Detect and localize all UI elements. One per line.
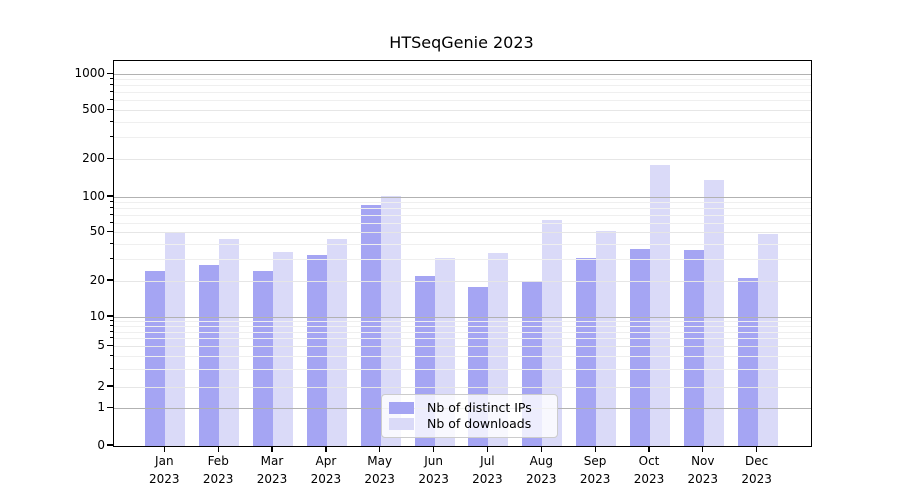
y-tick-label-20: 20 <box>89 272 105 287</box>
bar-downloads-dec <box>757 233 778 446</box>
y-minor-tick-mark-7 <box>109 330 113 332</box>
y-tick-label-100: 100 <box>82 188 105 203</box>
bar-downloads-apr <box>326 239 347 446</box>
y-tick-mark-20 <box>107 279 113 281</box>
y-minor-tick-mark-400 <box>109 120 113 122</box>
bar-downloads-feb <box>219 239 240 446</box>
y-tick-mark-500 <box>107 108 113 110</box>
y-minor-tick-mark-3 <box>109 367 113 369</box>
y-tick-label-2: 2 <box>97 378 105 393</box>
x-tick-mark-mar <box>271 446 273 452</box>
bar-ips-may <box>360 204 381 446</box>
y-minor-tick-mark-90 <box>109 200 113 202</box>
legend-row-downloads: Nb of downloads <box>389 416 547 432</box>
x-tick-label-may: May 2023 <box>364 454 395 486</box>
bar-downloads-nov <box>703 179 724 446</box>
y-minor-tick-mark-9 <box>109 320 113 321</box>
bar-downloads-jan <box>165 232 186 446</box>
x-tick-mark-may <box>379 446 381 452</box>
y-tick-label-5: 5 <box>97 338 105 353</box>
legend-swatch-downloads <box>389 418 414 430</box>
x-tick-mark-aug <box>540 446 542 452</box>
y-tick-mark-100 <box>107 195 113 197</box>
y-minor-tick-mark-8 <box>109 325 113 327</box>
bar-downloads-oct <box>649 165 670 446</box>
x-tick-label-sep: Sep 2023 <box>579 454 611 486</box>
y-tick-mark-200 <box>107 157 113 159</box>
y-tick-mark-5 <box>107 345 113 347</box>
x-tick-label-oct: Oct 2023 <box>633 454 665 486</box>
x-tick-label-jul: Jul 2023 <box>472 454 503 486</box>
y-tick-mark-1 <box>107 406 113 408</box>
x-tick-label-nov: Nov 2023 <box>687 454 719 486</box>
x-tick-mark-dec <box>756 446 758 452</box>
y-tick-label-1000: 1000 <box>74 65 105 80</box>
y-tick-label-0: 0 <box>97 437 105 452</box>
bar-ips-sep <box>576 257 597 446</box>
legend-swatch-ips <box>389 402 414 414</box>
legend-label-downloads: Nb of downloads <box>427 416 532 431</box>
chart-title: HTSeqGenie 2023 <box>389 33 534 52</box>
plot-area: Nb of distinct IPs Nb of downloads <box>113 60 812 447</box>
bar-ips-apr <box>306 254 327 446</box>
y-tick-label-1: 1 <box>97 399 105 414</box>
y-minor-tick-mark-70 <box>109 213 113 215</box>
y-tick-label-50: 50 <box>89 224 105 239</box>
x-tick-mark-jan <box>163 446 165 452</box>
bar-downloads-aug <box>542 220 563 446</box>
x-tick-mark-feb <box>217 446 219 452</box>
bar-ips-jan <box>145 271 166 446</box>
x-tick-label-apr: Apr 2023 <box>310 454 342 486</box>
bar-ips-mar <box>253 271 273 446</box>
y-minor-tick-mark-40 <box>109 243 113 244</box>
x-tick-mark-nov <box>702 446 704 452</box>
x-tick-mark-jun <box>432 446 435 452</box>
y-tick-label-500: 500 <box>82 101 105 116</box>
y-tick-label-200: 200 <box>82 150 105 165</box>
legend-row-ips: Nb of distinct IPs <box>389 400 547 416</box>
x-tick-label-jan: Jan 2023 <box>149 454 180 486</box>
y-minor-tick-mark-600 <box>109 99 113 101</box>
x-tick-label-jun: Jun 2023 <box>418 454 449 486</box>
legend-label-ips: Nb of distinct IPs <box>427 400 532 415</box>
y-minor-tick-mark-700 <box>109 91 113 93</box>
bar-ips-dec <box>737 278 758 446</box>
y-minor-tick-mark-80 <box>109 207 113 208</box>
y-minor-tick-mark-300 <box>109 136 113 138</box>
x-tick-mark-jul <box>486 446 489 452</box>
legend: Nb of distinct IPs Nb of downloads <box>381 394 558 438</box>
y-tick-mark-2 <box>107 385 113 387</box>
bar-downloads-sep <box>596 230 617 446</box>
bar-ips-nov <box>683 250 704 446</box>
x-tick-mark-sep <box>594 446 596 452</box>
bar-downloads-mar <box>273 251 293 446</box>
y-minor-tick-mark-800 <box>109 84 113 86</box>
y-tick-label-10: 10 <box>89 308 105 323</box>
x-tick-mark-oct <box>648 446 650 452</box>
y-minor-tick-mark-900 <box>109 78 113 80</box>
bar-ips-oct <box>629 248 650 446</box>
y-tick-mark-1000 <box>107 72 113 74</box>
y-minor-tick-mark-4 <box>109 355 113 356</box>
y-minor-tick-mark-30 <box>109 258 113 260</box>
bar-ips-feb <box>199 265 220 446</box>
x-tick-label-mar: Mar 2023 <box>256 454 288 486</box>
y-tick-mark-0 <box>107 444 113 446</box>
x-tick-mark-apr <box>325 446 327 452</box>
y-minor-tick-mark-6 <box>109 337 113 339</box>
y-minor-tick-mark-60 <box>109 221 113 223</box>
x-tick-label-aug: Aug 2023 <box>526 454 557 486</box>
x-tick-label-dec: Dec 2023 <box>741 454 772 486</box>
y-tick-mark-50 <box>107 231 113 233</box>
y-tick-mark-10 <box>107 315 113 317</box>
x-tick-label-feb: Feb 2023 <box>202 454 234 486</box>
bars-layer <box>114 61 811 446</box>
